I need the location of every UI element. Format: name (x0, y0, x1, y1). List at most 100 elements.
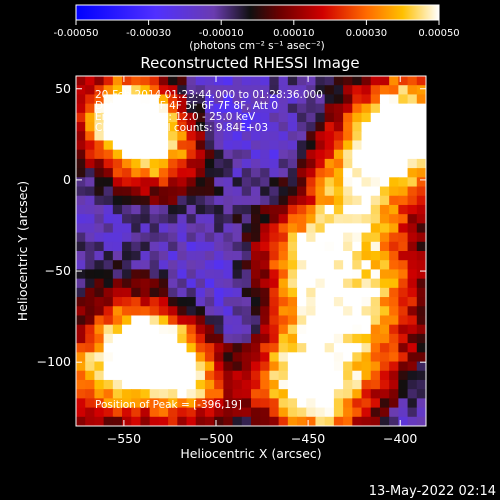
heatmap-cell (333, 407, 344, 418)
heatmap-cell (370, 149, 381, 160)
heatmap-cell (149, 269, 160, 280)
heatmap-cell (324, 370, 335, 381)
heatmap-cell (370, 168, 381, 178)
heatmap-cell (278, 389, 289, 399)
heatmap-cell (269, 177, 280, 188)
heatmap-cell (195, 177, 206, 188)
heatmap-cell (352, 85, 363, 96)
heatmap-cell (112, 370, 123, 381)
heatmap-cell (370, 407, 381, 418)
heatmap-cell (278, 361, 289, 372)
heatmap-cell (168, 251, 178, 261)
heatmap-cell (112, 379, 123, 390)
heatmap-cell (204, 287, 215, 298)
heatmap-cell (149, 103, 160, 114)
heatmap-cell (85, 186, 96, 197)
heatmap-cell (379, 370, 390, 381)
heatmap-cell (407, 269, 418, 280)
heatmap-cell (306, 352, 317, 363)
heatmap-cell (260, 389, 271, 399)
heatmap-cell (333, 251, 344, 261)
heatmap-cell (158, 140, 169, 151)
heatmap-cell (103, 149, 114, 160)
heatmap-cell (131, 223, 142, 234)
heatmap-cell (103, 85, 114, 96)
heatmap-cell (223, 158, 234, 169)
heatmap-cell (94, 269, 105, 280)
heatmap-cell (76, 407, 86, 418)
heatmap-cell (94, 168, 105, 178)
heatmap-cell (398, 149, 409, 160)
heatmap-cell (324, 333, 335, 344)
heatmap-cell (158, 241, 169, 252)
heatmap-cell (168, 333, 178, 344)
heatmap-cell (223, 103, 234, 114)
heatmap-cell (223, 241, 234, 252)
heatmap-cell (195, 76, 206, 86)
heatmap-cell (398, 195, 409, 206)
heatmap-cell (223, 416, 234, 426)
heatmap-cell (297, 241, 307, 252)
heatmap-cell (232, 149, 243, 160)
heatmap-cell (158, 398, 169, 409)
heatmap-cell (122, 140, 132, 151)
heatmap-cell (204, 416, 215, 426)
heatmap-cell (223, 177, 234, 188)
heatmap-cell (168, 297, 178, 307)
heatmap-cell (416, 287, 426, 298)
heatmap-cell (94, 315, 105, 326)
heatmap-cell (140, 76, 151, 86)
heatmap-cell (112, 241, 123, 252)
heatmap-cell (269, 158, 280, 169)
heatmap-cell (370, 251, 381, 261)
heatmap-cell (204, 260, 215, 271)
heatmap-cell (287, 287, 298, 298)
heatmap-cell (223, 297, 234, 307)
heatmap-cell (297, 398, 307, 409)
heatmap-cell (389, 140, 399, 151)
heatmap-cell (168, 398, 178, 409)
heatmap-cell (195, 94, 206, 105)
heatmap-cell (416, 204, 426, 215)
heatmap-cell (103, 177, 114, 188)
heatmap-cell (131, 306, 142, 317)
heatmap-cell (269, 398, 280, 409)
heatmap-cell (389, 389, 399, 399)
heatmap-cell (260, 85, 271, 96)
heatmap-cell (214, 232, 224, 243)
heatmap-cell (343, 379, 353, 390)
heatmap-cell (315, 389, 326, 399)
heatmap-cell (370, 370, 381, 381)
heatmap-cell (379, 361, 390, 372)
heatmap-cell (140, 407, 151, 418)
heatmap-cell (131, 168, 142, 178)
heatmap-cell (103, 76, 114, 86)
heatmap-cell (241, 333, 252, 344)
heatmap-cell (352, 251, 363, 261)
heatmap-cell (260, 324, 271, 335)
heatmap-cell (177, 149, 188, 160)
heatmap-cell (389, 158, 399, 169)
heatmap-cell (269, 241, 280, 252)
heatmap-cell (186, 195, 197, 206)
heatmap-cell (324, 204, 335, 215)
heatmap-cell (149, 94, 160, 105)
heatmap-cell (352, 168, 363, 178)
heatmap-cell (416, 379, 426, 390)
heatmap-cell (214, 186, 224, 197)
heatmap-cell (287, 186, 298, 197)
heatmap-cell (232, 186, 243, 197)
heatmap-cell (122, 186, 132, 197)
heatmap-cell (131, 214, 142, 224)
heatmap-cell (297, 122, 307, 132)
heatmap-cell (306, 379, 317, 390)
heatmap-cell (278, 352, 289, 363)
heatmap-cell (278, 223, 289, 234)
heatmap-cell (241, 214, 252, 224)
heatmap-cell (389, 306, 399, 317)
heatmap-cell (352, 343, 363, 353)
heatmap-cell (168, 269, 178, 280)
heatmap-cell (361, 140, 372, 151)
heatmap-cell (343, 76, 353, 86)
heatmap-cell (131, 149, 142, 160)
